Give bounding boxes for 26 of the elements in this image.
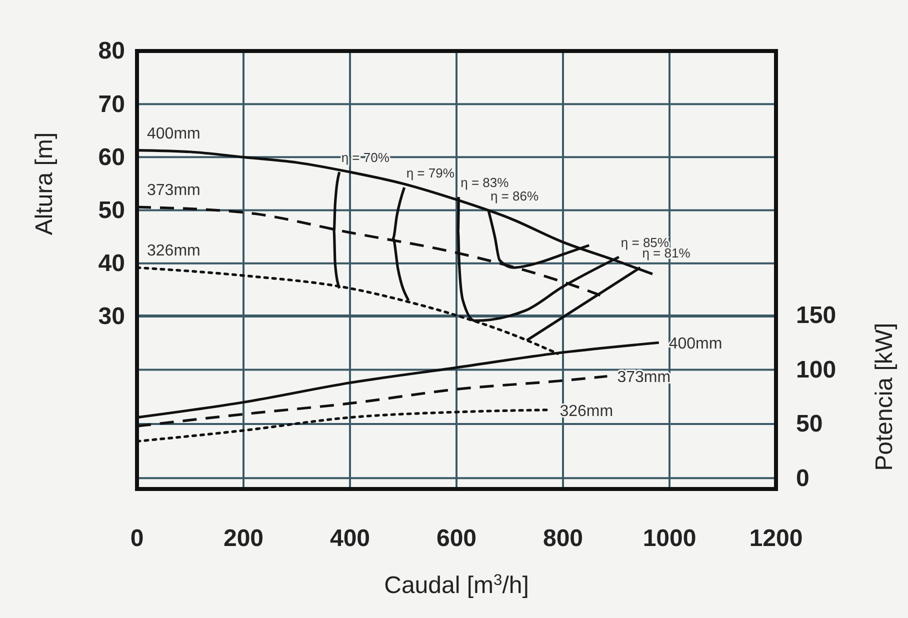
y-axis-title: Altura [m] <box>31 132 58 236</box>
x-tick-label: 1200 <box>749 525 803 552</box>
y-tick-label: 40 <box>98 250 125 278</box>
x-tick-label: 400 <box>330 525 370 552</box>
y2-tick-label: 150 <box>796 302 836 330</box>
series-label: 373mm <box>147 182 200 200</box>
annotation: η = 86% <box>490 188 539 204</box>
x-tick-label: 800 <box>542 525 584 552</box>
y2-axis-title: Potencia [kW] <box>871 322 898 471</box>
x-tick-label: 200 <box>223 525 264 552</box>
y2-tick-label: 100 <box>796 356 836 384</box>
y-tick-label: 80 <box>98 38 125 65</box>
y-tick-label: 60 <box>98 144 125 171</box>
series-label: 326mm <box>147 242 200 260</box>
y-tick-label: 30 <box>98 303 125 330</box>
annotation: η = 79% <box>406 165 455 180</box>
y-tick-label: 70 <box>98 90 125 118</box>
x-axis-title: Caudal [m$^{3}$/h] <box>384 572 529 599</box>
annotation: η = 83% <box>460 175 510 190</box>
x-tick-label: 600 <box>436 525 477 552</box>
y2-tick-label: 0 <box>796 464 810 492</box>
x-tick-label: 1000 <box>642 525 696 552</box>
y2-tick-label: 50 <box>796 410 823 438</box>
series-label: 400mm <box>147 125 200 142</box>
x-tick-label: 0 <box>130 525 144 552</box>
y-tick-label: 50 <box>98 196 125 224</box>
